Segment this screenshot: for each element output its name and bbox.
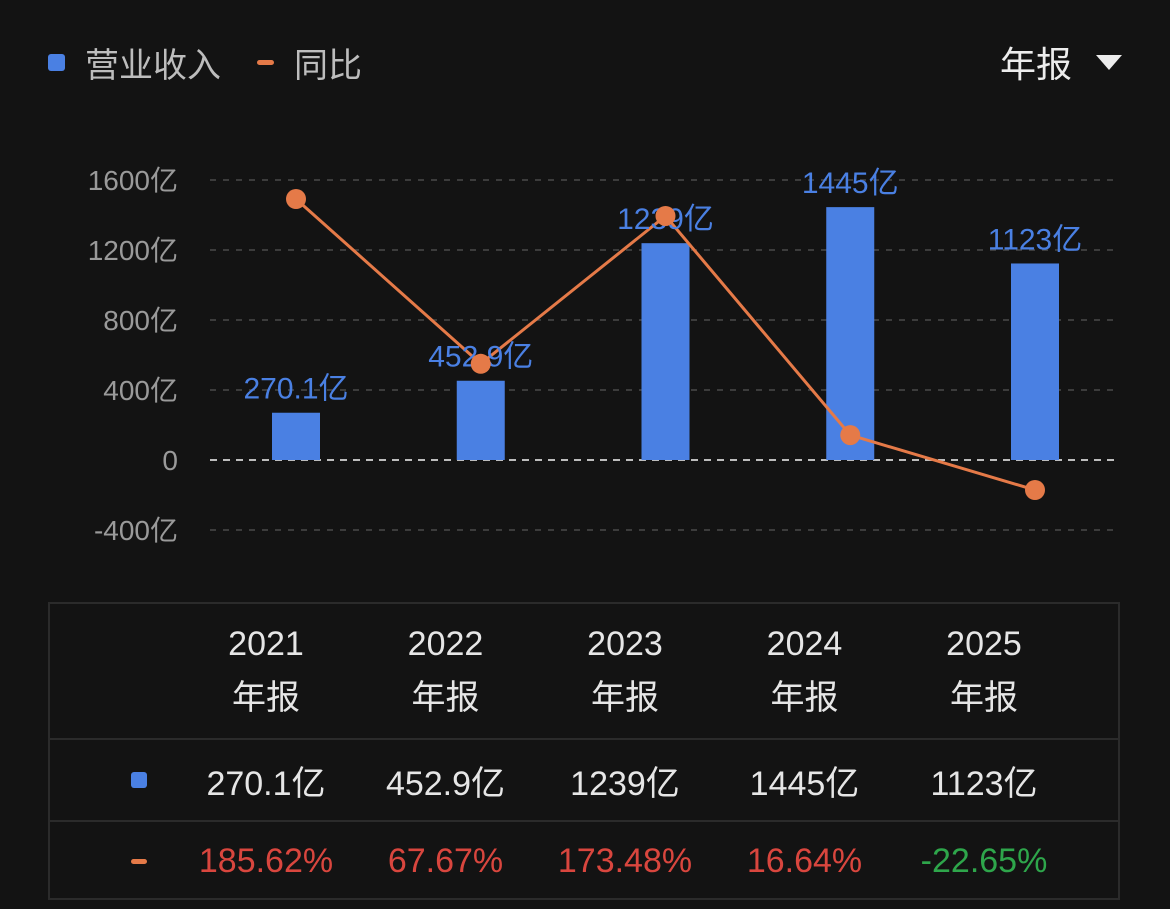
revenue-marker-icon xyxy=(131,772,147,788)
table-header-period: 年报 xyxy=(232,679,300,717)
y-tick-label: 1600亿 xyxy=(88,165,178,196)
revenue-chart: 1600亿1200亿800亿400亿0-400亿270.1亿452.9亿1239… xyxy=(88,165,1118,546)
table-header-period: 年报 xyxy=(950,679,1018,717)
table-header-period: 年报 xyxy=(411,679,480,717)
table-header-cell: 2024 年报 xyxy=(715,604,895,738)
caret-down-icon xyxy=(1096,54,1122,70)
table-cell-revenue: 270.1亿 xyxy=(206,764,326,803)
data-table: 2021 年报 2022 年报 2023 年报 2024 年报 2025 年报 270.1亿 452… xyxy=(48,602,1120,900)
table-cell-yoy: 67.67% xyxy=(387,841,504,880)
chart-legend: 营业收入 同比 xyxy=(48,38,398,87)
y-tick-label: 1200亿 xyxy=(88,235,178,266)
legend-item-revenue[interactable]: 营业收入 xyxy=(48,38,221,87)
y-tick-label: 800亿 xyxy=(103,305,178,336)
y-tick-label: 0 xyxy=(162,445,178,476)
table-row-revenue: 270.1亿 452.9亿 1239亿 1445亿 1123亿 xyxy=(50,740,1118,822)
yoy-point xyxy=(286,189,306,209)
table-header-period: 年报 xyxy=(770,679,839,717)
table-cell-revenue: 1445亿 xyxy=(749,764,860,803)
bar xyxy=(641,243,690,460)
table-cell-revenue: 452.9亿 xyxy=(385,764,506,803)
yoy-marker-icon xyxy=(131,858,147,864)
legend-revenue-label: 营业收入 xyxy=(85,46,221,85)
table-header-cell: 2025 年报 xyxy=(894,604,1074,738)
table-header-year: 2024 xyxy=(766,625,843,663)
yoy-point xyxy=(840,425,861,446)
bar-value-label: 270.1亿 xyxy=(243,373,348,406)
bar-value-label: 1123亿 xyxy=(988,223,1083,256)
period-selector[interactable]: 年报 xyxy=(1000,38,1122,86)
legend-yoy-label: 同比 xyxy=(294,46,362,85)
table-cell-revenue: 1239亿 xyxy=(570,764,680,803)
bar xyxy=(826,207,875,460)
y-tick-label: -400亿 xyxy=(94,515,178,546)
table-header-cell: 2021 年报 xyxy=(176,604,356,738)
table-cell-yoy: 16.64% xyxy=(746,841,863,880)
table-header-year: 2022 xyxy=(407,625,484,663)
table-yoy-marker xyxy=(50,822,228,900)
yoy-point xyxy=(470,353,491,374)
yoy-point xyxy=(1025,480,1045,500)
yoy-point xyxy=(655,205,676,226)
table-header-cell: 2022 年报 xyxy=(356,604,536,738)
table-header-year: 2021 xyxy=(228,625,304,663)
table-cell-yoy: -22.65% xyxy=(920,841,1048,880)
table-header-cell: 2023 年报 xyxy=(535,604,715,738)
table-header-period: 年报 xyxy=(591,679,659,717)
table-header-year: 2023 xyxy=(587,625,663,663)
table-cell-yoy: 185.62% xyxy=(198,841,334,880)
legend-item-yoy[interactable]: 同比 xyxy=(257,38,362,87)
table-row-yoy: 185.62% 67.67% 173.48% 16.64% -22.65% xyxy=(50,822,1118,900)
yoy-swatch-icon xyxy=(257,59,274,65)
y-tick-label: 400亿 xyxy=(103,375,178,406)
revenue-swatch-icon xyxy=(48,53,65,71)
bar xyxy=(1011,263,1059,460)
table-cell-revenue: 1123亿 xyxy=(930,764,1038,803)
table-header-year: 2025 xyxy=(946,625,1022,663)
bar xyxy=(456,380,505,460)
table-header-row: 2021 年报 2022 年报 2023 年报 2024 年报 2025 年报 xyxy=(50,604,1118,740)
period-selector-label: 年报 xyxy=(999,44,1072,85)
bar-value-label: 1445亿 xyxy=(802,167,899,200)
table-revenue-marker xyxy=(50,740,228,820)
table-cell-yoy: 173.48% xyxy=(557,841,693,880)
bar xyxy=(272,412,320,460)
